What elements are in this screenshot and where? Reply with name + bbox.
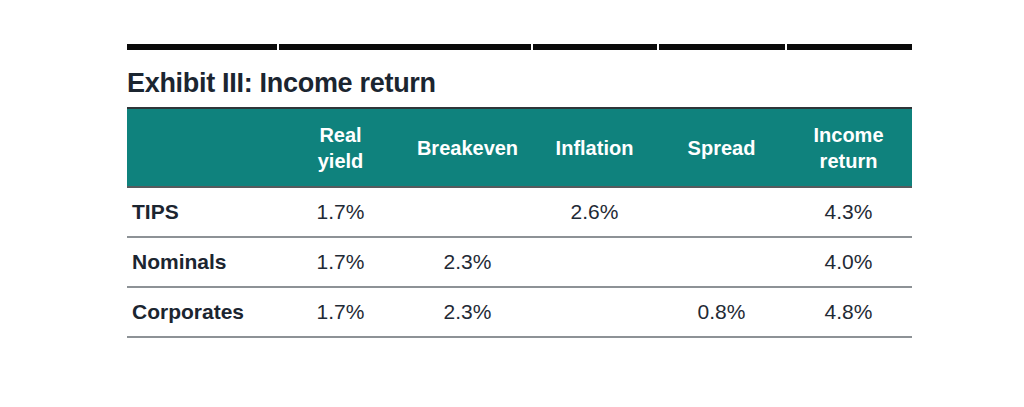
cell-breakeven: 2.3%	[404, 250, 531, 274]
row-label: Nominals	[127, 250, 277, 274]
row-label: TIPS	[127, 200, 277, 224]
income-return-table: Real yield Breakeven Inflation Spread In…	[127, 107, 912, 338]
cell-breakeven: 2.3%	[404, 300, 531, 324]
cell-income-return: 4.3%	[785, 200, 912, 224]
cell-income-return: 4.0%	[785, 250, 912, 274]
cell-real-yield: 1.7%	[277, 300, 404, 324]
exhibit-container: Exhibit III: Income return Real yield Br…	[127, 44, 912, 338]
top-rule-segment	[533, 44, 657, 50]
row-label: Corporates	[127, 300, 277, 324]
cell-inflation: 2.6%	[531, 200, 658, 224]
cell-spread: 0.8%	[658, 300, 785, 324]
top-rule-segment	[127, 44, 277, 50]
table-row: TIPS 1.7% 2.6% 4.3%	[127, 188, 912, 238]
cell-real-yield: 1.7%	[277, 250, 404, 274]
header-cell-real-yield: Real yield	[277, 122, 404, 174]
header-cell-breakeven: Breakeven	[404, 135, 531, 161]
exhibit-title: Exhibit III: Income return	[127, 67, 912, 99]
page: { "colors": { "teal": "#0f827d", "ink": …	[0, 0, 1024, 407]
top-rule-segment	[787, 44, 912, 50]
cell-income-return: 4.8%	[785, 300, 912, 324]
top-rule-segment	[659, 44, 785, 50]
table-row: Nominals 1.7% 2.3% 4.0%	[127, 238, 912, 288]
cell-real-yield: 1.7%	[277, 200, 404, 224]
table-row: Corporates 1.7% 2.3% 0.8% 4.8%	[127, 288, 912, 338]
header-cell-income-return: Income return	[785, 122, 912, 174]
top-rule	[127, 44, 912, 50]
top-rule-segment	[279, 44, 531, 50]
table-header-row: Real yield Breakeven Inflation Spread In…	[127, 107, 912, 188]
header-cell-spread: Spread	[658, 135, 785, 161]
header-cell-inflation: Inflation	[531, 135, 658, 161]
